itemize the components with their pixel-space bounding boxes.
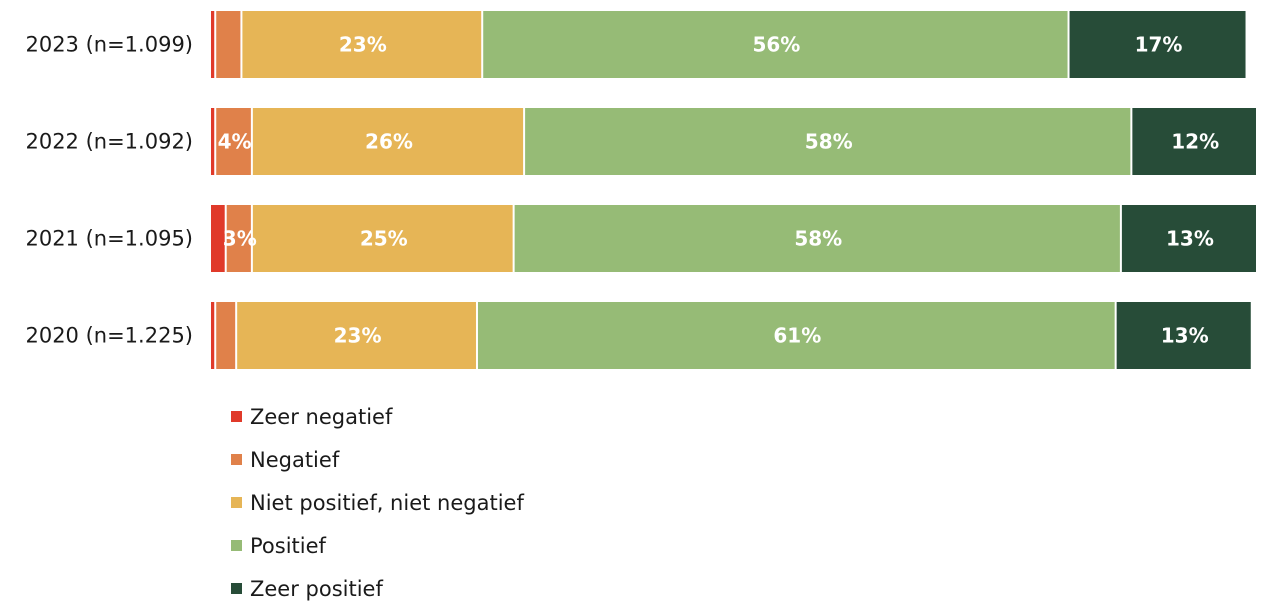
- legend-label: Positief: [250, 533, 326, 558]
- data-label: 26%: [365, 130, 413, 154]
- bar-segment: [477, 302, 1115, 369]
- bar-segment: [525, 108, 1131, 175]
- data-label: 13%: [1166, 227, 1214, 251]
- labels-group: 2023 (n=1.099) 23% 56% 17% 2022 (n=1.092) 4% 2…: [25, 33, 1219, 348]
- bar-segment: [1069, 11, 1246, 78]
- data-label: 13%: [1161, 324, 1209, 348]
- legend-swatch: [231, 497, 242, 508]
- data-label: 17%: [1135, 33, 1183, 57]
- legend-label: Niet positief, niet negatief: [250, 490, 524, 515]
- bar-segment: [252, 108, 524, 175]
- data-label: 58%: [794, 227, 842, 251]
- data-label: 23%: [339, 33, 387, 57]
- bar-segment: [226, 205, 251, 272]
- data-label: 3%: [223, 227, 257, 251]
- legend-item: Zeer negatief: [231, 395, 524, 438]
- data-label: 61%: [773, 324, 821, 348]
- legend-swatch: [231, 540, 242, 551]
- legend: Zeer negatief Negatief Niet positief, niet…: [231, 395, 524, 610]
- legend-label: Zeer positief: [250, 576, 383, 601]
- legend-label: Zeer negatief: [250, 404, 393, 429]
- data-label: 4%: [218, 130, 252, 154]
- bar-segment: [211, 11, 215, 78]
- data-label: 58%: [805, 130, 853, 154]
- data-label: 12%: [1171, 130, 1219, 154]
- bar-segment: [1121, 205, 1256, 272]
- legend-label: Negatief: [250, 447, 340, 472]
- bar-segment: [514, 205, 1120, 272]
- bar-segment: [1116, 302, 1251, 369]
- bar-segment: [483, 11, 1068, 78]
- category-label: 2020 (n=1.225): [25, 324, 193, 348]
- bar-segment: [216, 11, 241, 78]
- bar-segment: [216, 302, 236, 369]
- legend-item: Niet positief, niet negatief: [231, 481, 524, 524]
- data-label: 25%: [360, 227, 408, 251]
- bar-segment: [211, 205, 225, 272]
- data-label: 23%: [334, 324, 382, 348]
- bar-segment: [211, 302, 215, 369]
- data-label: 56%: [752, 33, 800, 57]
- bar-segment: [211, 108, 215, 175]
- bar-segment: [216, 108, 251, 175]
- legend-swatch: [231, 411, 242, 422]
- bar-segment: [242, 11, 482, 78]
- bars-group: [211, 11, 1256, 369]
- legend-swatch: [231, 583, 242, 594]
- legend-item: Positief: [231, 524, 524, 567]
- category-label: 2023 (n=1.099): [25, 33, 193, 57]
- bar-segment: [1132, 108, 1256, 175]
- category-label: 2022 (n=1.092): [25, 130, 193, 154]
- legend-swatch: [231, 454, 242, 465]
- legend-item: Zeer positief: [231, 567, 524, 610]
- category-label: 2021 (n=1.095): [25, 227, 193, 251]
- bar-segment: [252, 205, 513, 272]
- legend-item: Negatief: [231, 438, 524, 481]
- bar-segment: [237, 302, 476, 369]
- stacked-bar-chart: 2023 (n=1.099) 23% 56% 17% 2022 (n=1.092) 4% 2…: [25, 11, 1256, 369]
